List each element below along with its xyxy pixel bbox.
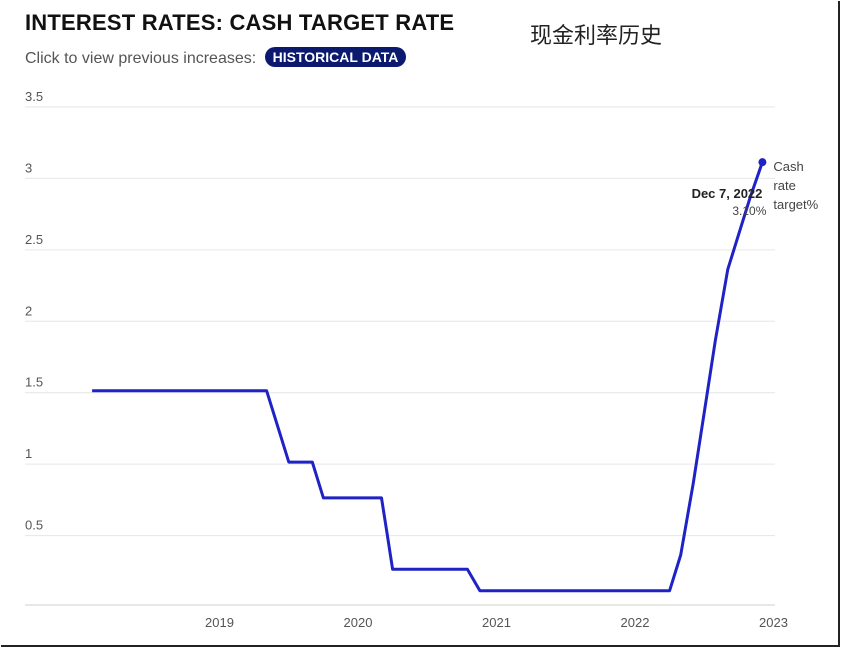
annotation-value: 3.10% bbox=[732, 204, 766, 218]
x-tick-label: 2021 bbox=[482, 615, 511, 630]
series-label: Cash rate target% bbox=[773, 159, 818, 212]
y-tick-label: 1.5 bbox=[25, 375, 43, 390]
gridlines bbox=[25, 106, 775, 606]
subtitle-text: Click to view previous increases: bbox=[25, 50, 257, 67]
x-tick-label: 2019 bbox=[205, 615, 234, 630]
series-line-cash-rate[interactable] bbox=[92, 161, 764, 593]
x-tick-label: 2022 bbox=[621, 615, 650, 630]
chart-title: INTEREST RATES: CASH TARGET RATE bbox=[25, 10, 455, 35]
y-tick-label: 0.5 bbox=[25, 518, 43, 533]
series-label-line: target% bbox=[773, 197, 818, 212]
y-tick-label: 2.5 bbox=[25, 232, 43, 247]
x-tick-label: 2023 bbox=[759, 615, 788, 630]
y-axis-ticks: 0.5 1 1.5 2 2.5 3 3.5 bbox=[25, 89, 43, 533]
chinese-caption: 现金利率历史 bbox=[530, 24, 663, 49]
historical-data-button[interactable]: HISTORICAL DATA bbox=[264, 47, 407, 67]
series-label-line: Cash bbox=[773, 159, 803, 174]
x-tick-label: 2020 bbox=[344, 615, 373, 630]
y-tick-label: 3.5 bbox=[25, 89, 43, 104]
subtitle: Click to view previous increases: HISTOR… bbox=[25, 47, 407, 68]
x-axis-ticks: 2019 2020 2021 2022 2023 bbox=[205, 615, 788, 630]
y-tick-label: 2 bbox=[25, 303, 32, 318]
latest-data-point[interactable] bbox=[758, 158, 767, 167]
y-tick-label: 3 bbox=[25, 160, 32, 175]
annotation-date: Dec 7, 2022 bbox=[692, 186, 763, 201]
series-label-line: rate bbox=[773, 178, 795, 193]
y-tick-label: 1 bbox=[25, 446, 32, 461]
